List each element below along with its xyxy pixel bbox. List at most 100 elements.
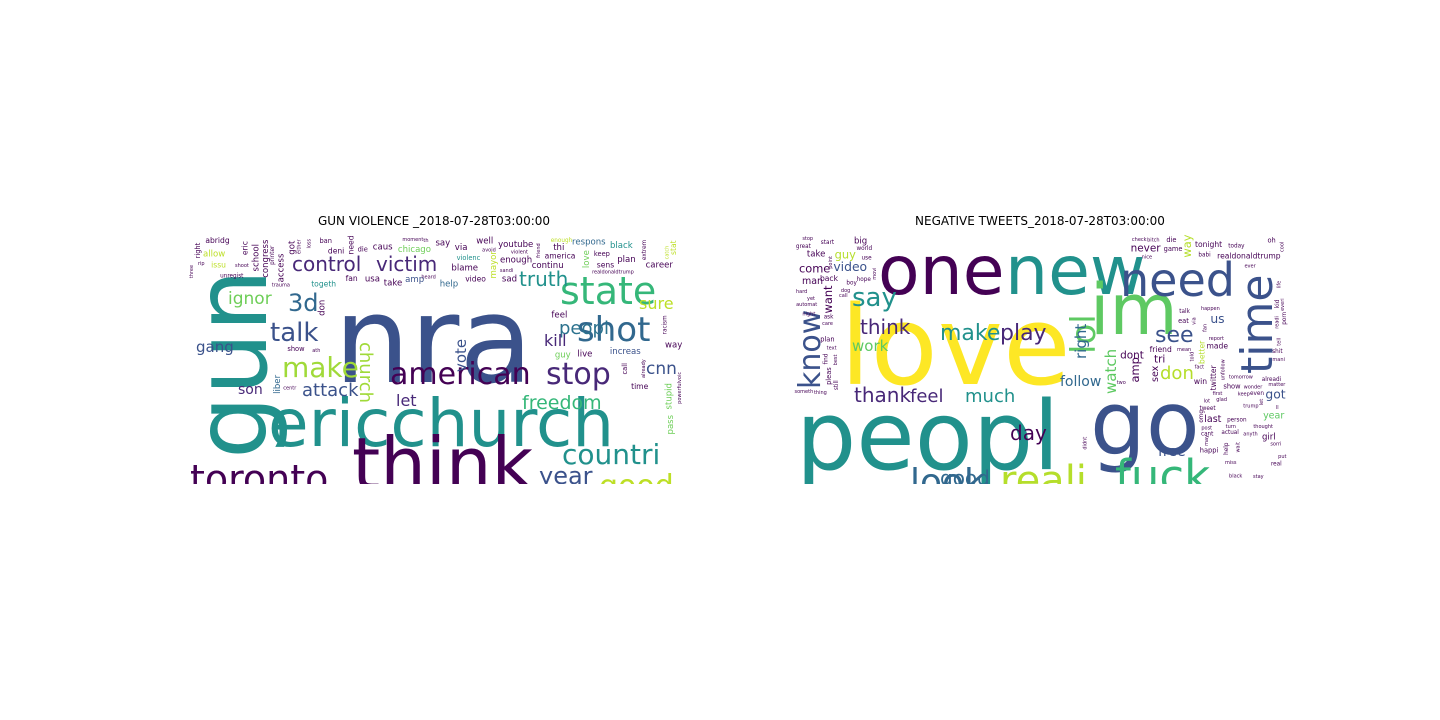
- word-way: way: [665, 341, 682, 351]
- word-yet: yet: [807, 296, 815, 302]
- word-best: best: [833, 354, 839, 365]
- word-last: last: [1204, 414, 1221, 425]
- word-us: us: [1210, 312, 1224, 326]
- word-nice: nice: [1142, 254, 1152, 260]
- word-centr: centr: [283, 386, 297, 392]
- word-make: make: [282, 351, 359, 384]
- word-catch: catch: [664, 246, 670, 260]
- word-lot: lot: [1204, 398, 1210, 404]
- word-feel: feel: [551, 311, 567, 321]
- word-love: love: [840, 282, 1071, 410]
- word-first: first: [1213, 391, 1223, 397]
- word-actual: actual: [1221, 430, 1239, 436]
- word-gun: gun: [184, 269, 290, 459]
- word-look: look: [910, 462, 985, 484]
- word-think: think: [860, 315, 911, 339]
- word-help: help: [1224, 442, 1230, 455]
- word-friend: friend: [1150, 345, 1172, 354]
- word-trauma: trauma: [272, 282, 290, 288]
- word-extrem: extrem: [642, 239, 648, 260]
- word-real: real: [1271, 461, 1282, 467]
- word-take: take: [384, 278, 403, 288]
- word-issu: issu: [211, 260, 226, 269]
- word-twitter: twitter: [1209, 364, 1218, 390]
- word-chicago: chicago: [398, 245, 431, 255]
- word-ll: ll: [1276, 405, 1279, 411]
- word-church: church: [355, 342, 376, 403]
- word-pleas: pleas: [825, 367, 833, 385]
- word-ath: ath: [312, 348, 320, 354]
- word-call: call: [621, 363, 629, 375]
- word-work: work: [852, 337, 889, 355]
- word-sex: sex: [1150, 365, 1161, 382]
- word-realdonaldtrump: realdonaldtrump: [592, 269, 634, 275]
- word-need: need: [1120, 253, 1235, 307]
- word-friend: friend: [536, 243, 542, 258]
- word-go: go: [1090, 372, 1200, 475]
- word-eat: eat: [1178, 317, 1189, 325]
- word-3d: 3d: [288, 289, 319, 317]
- gun-violence-title: GUN VIOLENCE _2018-07-28T03:00:00: [317, 214, 551, 228]
- word-victim: victim: [376, 252, 437, 276]
- word-violenc: violenc: [457, 254, 481, 262]
- word-got: got: [1265, 387, 1285, 401]
- word-black: black: [1229, 473, 1242, 479]
- word-show: show: [287, 345, 305, 353]
- word-lol: lol: [1064, 314, 1104, 354]
- word-right: right: [1072, 324, 1090, 359]
- word-violent: violent: [511, 250, 528, 256]
- word-never: never: [1131, 242, 1162, 254]
- word-th: th: [423, 238, 428, 244]
- word-report: report: [1209, 336, 1224, 342]
- word-let: let: [1259, 399, 1265, 405]
- word-stupid: stupid: [665, 383, 675, 409]
- word-son: son: [238, 382, 263, 398]
- word-didnt: didnt: [1083, 437, 1089, 450]
- word-american: american: [390, 357, 531, 392]
- word-someth: someth: [795, 389, 814, 395]
- word-anyth: anyth: [1243, 431, 1257, 437]
- word-sure: sure: [639, 294, 674, 313]
- word-glad: glad: [1216, 397, 1227, 403]
- word-vote: vote: [452, 339, 470, 372]
- word-stat: stat: [669, 240, 678, 255]
- word-two: two: [1117, 380, 1126, 386]
- word-allow: allow: [203, 250, 225, 260]
- word-fuck: fuck: [1115, 450, 1210, 484]
- word-come: come: [799, 262, 830, 276]
- word-peopl: peopl: [559, 318, 609, 339]
- word-dont: dont: [1120, 350, 1144, 362]
- word-don: don: [318, 300, 328, 316]
- word-thank: thank: [854, 383, 911, 407]
- word-oh: oh: [1267, 237, 1275, 245]
- word-readi: readi: [1275, 316, 1281, 329]
- word-sad: sad: [502, 274, 517, 284]
- word-america: america: [545, 251, 576, 260]
- word-reali: reali: [1000, 458, 1087, 484]
- word-tri: tri: [1154, 353, 1165, 365]
- word-either: either: [296, 238, 302, 254]
- word-got: got: [288, 240, 298, 255]
- word-cnn: cnn: [646, 359, 677, 379]
- word-make: make: [940, 321, 1000, 346]
- word-attack: attack: [302, 380, 359, 401]
- word-year: year: [1263, 410, 1284, 421]
- word-miss: miss: [1225, 460, 1237, 466]
- word-want: want: [821, 285, 835, 314]
- word-life: life: [1277, 281, 1283, 289]
- word-heard: heard: [421, 275, 435, 281]
- word-start: start: [821, 240, 835, 246]
- word-unfollow: unfollow: [1220, 359, 1226, 380]
- word-play: play: [1000, 321, 1047, 346]
- word-die: die: [358, 246, 368, 254]
- word-guy: guy: [555, 351, 571, 361]
- word-omg: omg: [1199, 410, 1205, 423]
- word-better: better: [1197, 340, 1206, 364]
- word-continu: continu: [532, 261, 564, 271]
- word-printer: printer: [270, 245, 276, 265]
- word-care: care: [822, 321, 833, 327]
- word-talk: talk: [1179, 309, 1190, 315]
- word-love: love: [582, 250, 592, 268]
- word-sens: sens: [597, 261, 614, 270]
- word-girl: girl: [1262, 433, 1276, 443]
